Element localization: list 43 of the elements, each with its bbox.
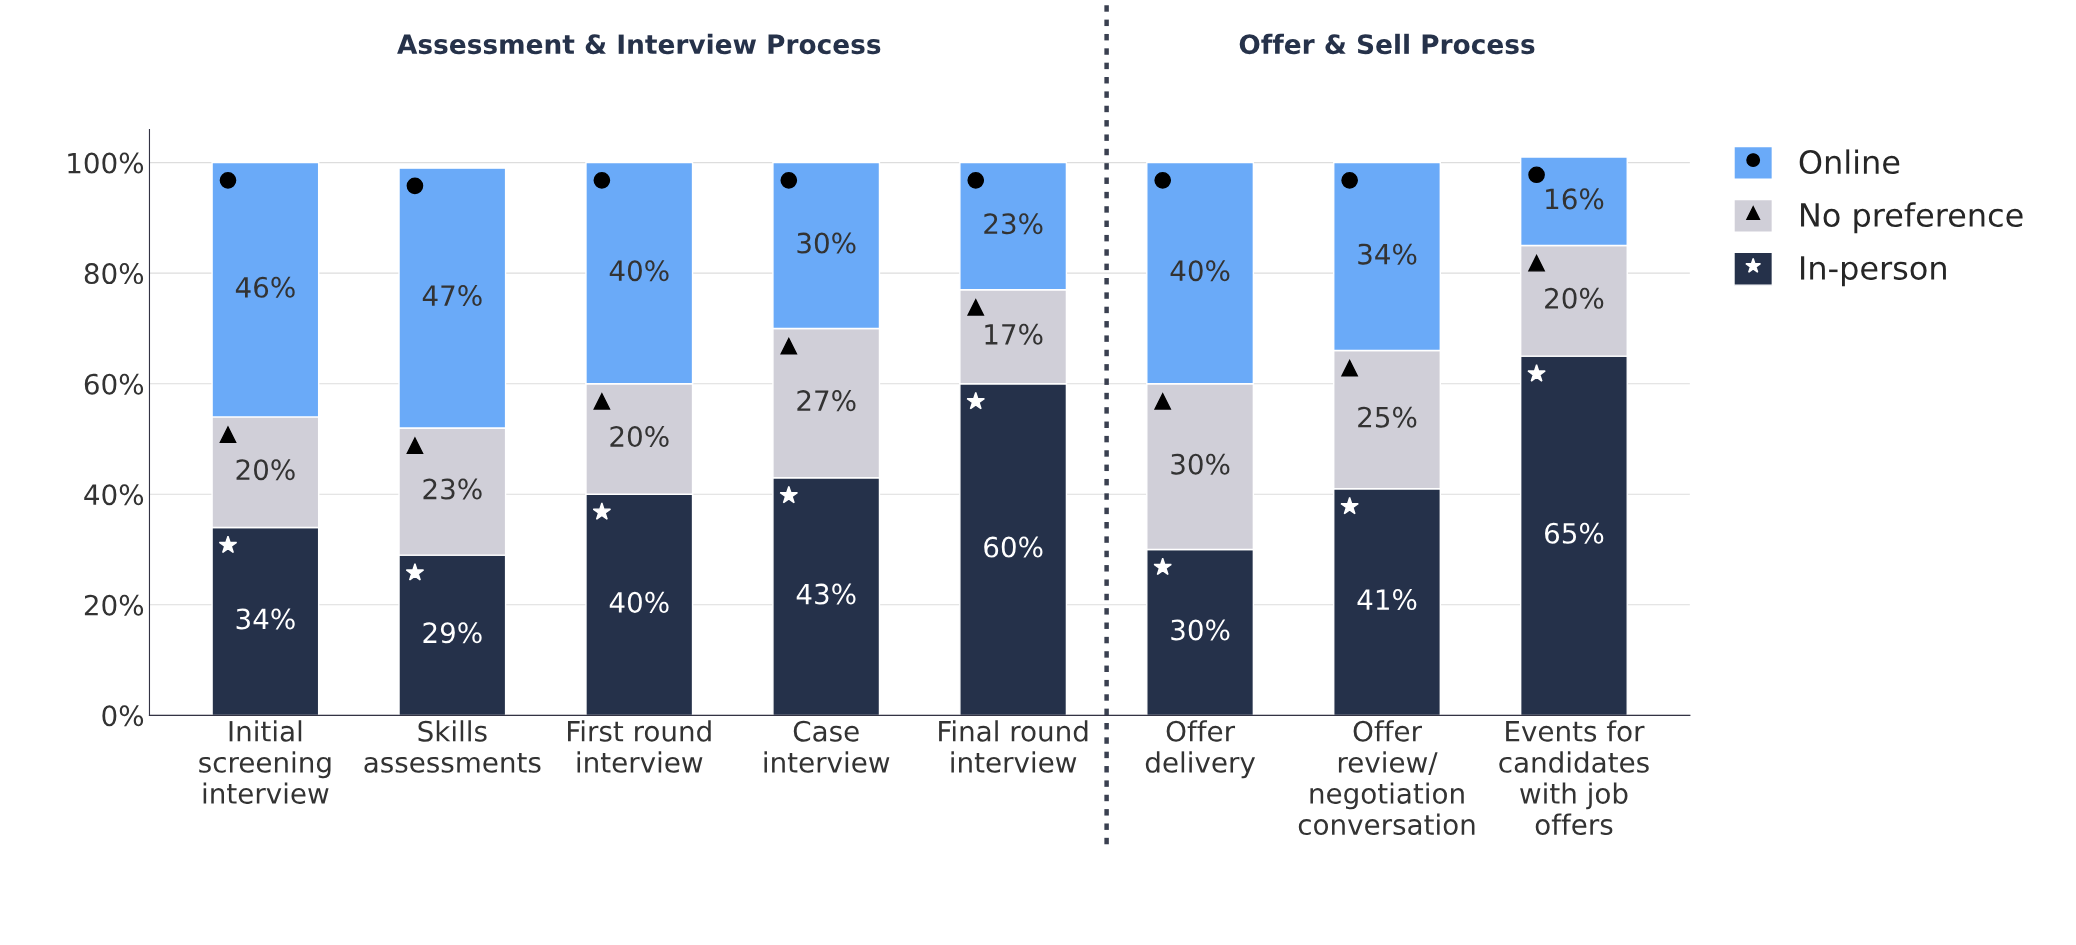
x-tick-label: Case interview	[764, 720, 890, 773]
data-label: 29%	[423, 622, 482, 644]
data-label: 30%	[1171, 453, 1230, 475]
data-label: 34%	[1358, 243, 1417, 265]
x-tick-label: Final round interview	[939, 720, 1088, 773]
data-label: 41%	[1357, 589, 1417, 611]
data-label: 30%	[797, 232, 856, 254]
data-label: 20%	[610, 426, 669, 448]
y-tick-label: 80%	[84, 263, 144, 285]
data-label: 34%	[236, 608, 295, 630]
x-tick-label: Offer delivery	[1145, 720, 1256, 779]
legend-label: In-person	[1801, 256, 1946, 287]
y-tick-label: 100%	[68, 152, 144, 174]
y-tick-label: 0%	[102, 705, 144, 727]
legend-label: Online	[1799, 149, 1900, 175]
data-label: 23%	[984, 213, 1043, 235]
x-tick-label: Skills assessments	[364, 720, 541, 773]
data-label: 16%	[1546, 188, 1604, 210]
data-label: 20%	[236, 459, 295, 481]
data-label: 40%	[609, 260, 669, 282]
data-label: 17%	[985, 323, 1043, 345]
x-tick-label: Initial screening interview	[199, 720, 331, 804]
data-label: 65%	[1545, 522, 1604, 544]
data-label: 27%	[797, 390, 856, 412]
x-tick-label: Offer review/ negotiation conversation	[1298, 720, 1475, 836]
data-label: 25%	[1358, 406, 1417, 428]
text: Assessment & Interview Process	[397, 33, 881, 55]
y-tick-label: 20%	[84, 594, 144, 616]
data-label: 43%	[796, 583, 856, 605]
text: Offer & Sell Process	[1239, 33, 1535, 55]
data-label: 40%	[609, 591, 669, 613]
data-label: 46%	[235, 276, 295, 298]
x-tick-label: First round interview	[568, 720, 711, 773]
y-tick-label: 60%	[84, 373, 144, 395]
data-label: 30%	[1171, 619, 1230, 641]
data-label: 23%	[423, 478, 482, 500]
data-label: 47%	[422, 285, 482, 307]
legend-label: No preference	[1801, 202, 2023, 234]
x-tick-label: Events for candidates with job offers	[1499, 720, 1649, 836]
data-label: 40%	[1170, 260, 1230, 282]
y-tick-label: 40%	[84, 484, 144, 506]
data-label: 20%	[1545, 287, 1604, 309]
data-label: 60%	[984, 536, 1043, 558]
